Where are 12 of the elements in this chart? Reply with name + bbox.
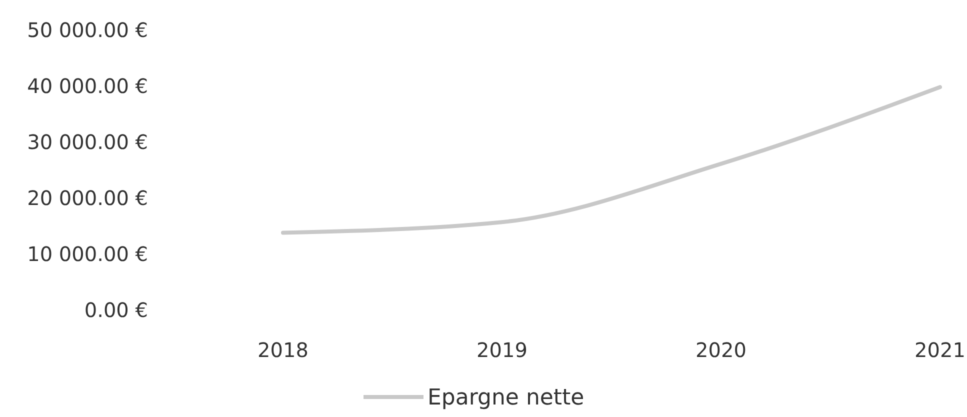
y-tick-label: 40 000.00 € (27, 74, 148, 98)
y-tick-label: 10 000.00 € (27, 242, 148, 266)
y-tick-label: 30 000.00 € (27, 130, 148, 154)
x-tick-label: 2020 (696, 338, 746, 362)
x-tick-label: 2019 (476, 338, 528, 362)
y-tick-label: 0.00 € (84, 298, 148, 322)
y-tick-label: 50 000.00 € (27, 18, 148, 42)
x-tick-label: 2018 (258, 338, 308, 362)
x-tick-label: 2021 (914, 338, 966, 362)
line-series (281, 85, 942, 235)
legend-label: Epargne nette (428, 386, 584, 411)
y-tick-label: 20 000.00 € (27, 186, 148, 210)
